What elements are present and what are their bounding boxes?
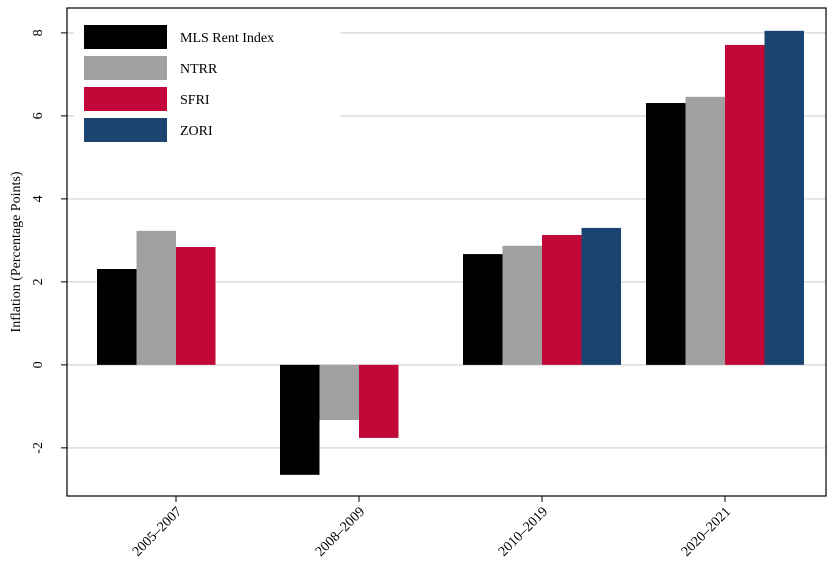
plot-frame	[66, 7, 827, 497]
y-tick-label: 6	[31, 112, 46, 119]
bar	[319, 364, 359, 421]
bar	[280, 364, 320, 475]
bar	[542, 234, 582, 365]
bar	[764, 30, 804, 365]
bar	[725, 44, 765, 365]
x-tick-label: 2008–2009	[313, 504, 368, 559]
bar	[136, 230, 176, 365]
y-tick-label: 2	[31, 278, 46, 285]
legend-label: NTRR	[180, 62, 218, 77]
x-tick-label: 2010–2019	[496, 504, 551, 559]
legend-swatch	[84, 25, 167, 49]
y-tick-label: 4	[31, 195, 46, 202]
y-tick-label: 8	[31, 29, 46, 36]
bar	[359, 364, 399, 438]
legend-label: MLS Rent Index	[180, 31, 274, 46]
legend-swatch	[84, 56, 167, 80]
legend-label: SFRI	[180, 93, 210, 108]
x-tick-label: 2020–2021	[679, 504, 734, 559]
bar	[97, 269, 137, 365]
bar	[581, 227, 621, 365]
legend-swatch	[84, 118, 167, 142]
legend-swatch	[84, 87, 167, 111]
x-tick-label: 2005–2007	[130, 504, 185, 559]
y-axis-label: Inflation (Percentage Points)	[9, 171, 24, 332]
bar	[685, 96, 725, 365]
bar	[463, 254, 503, 365]
bar	[502, 245, 542, 365]
y-tick-label: 0	[31, 361, 46, 368]
y-tick-label: -2	[31, 442, 46, 454]
bar	[646, 103, 686, 365]
bar	[176, 247, 216, 365]
legend-label: ZORI	[180, 124, 213, 139]
